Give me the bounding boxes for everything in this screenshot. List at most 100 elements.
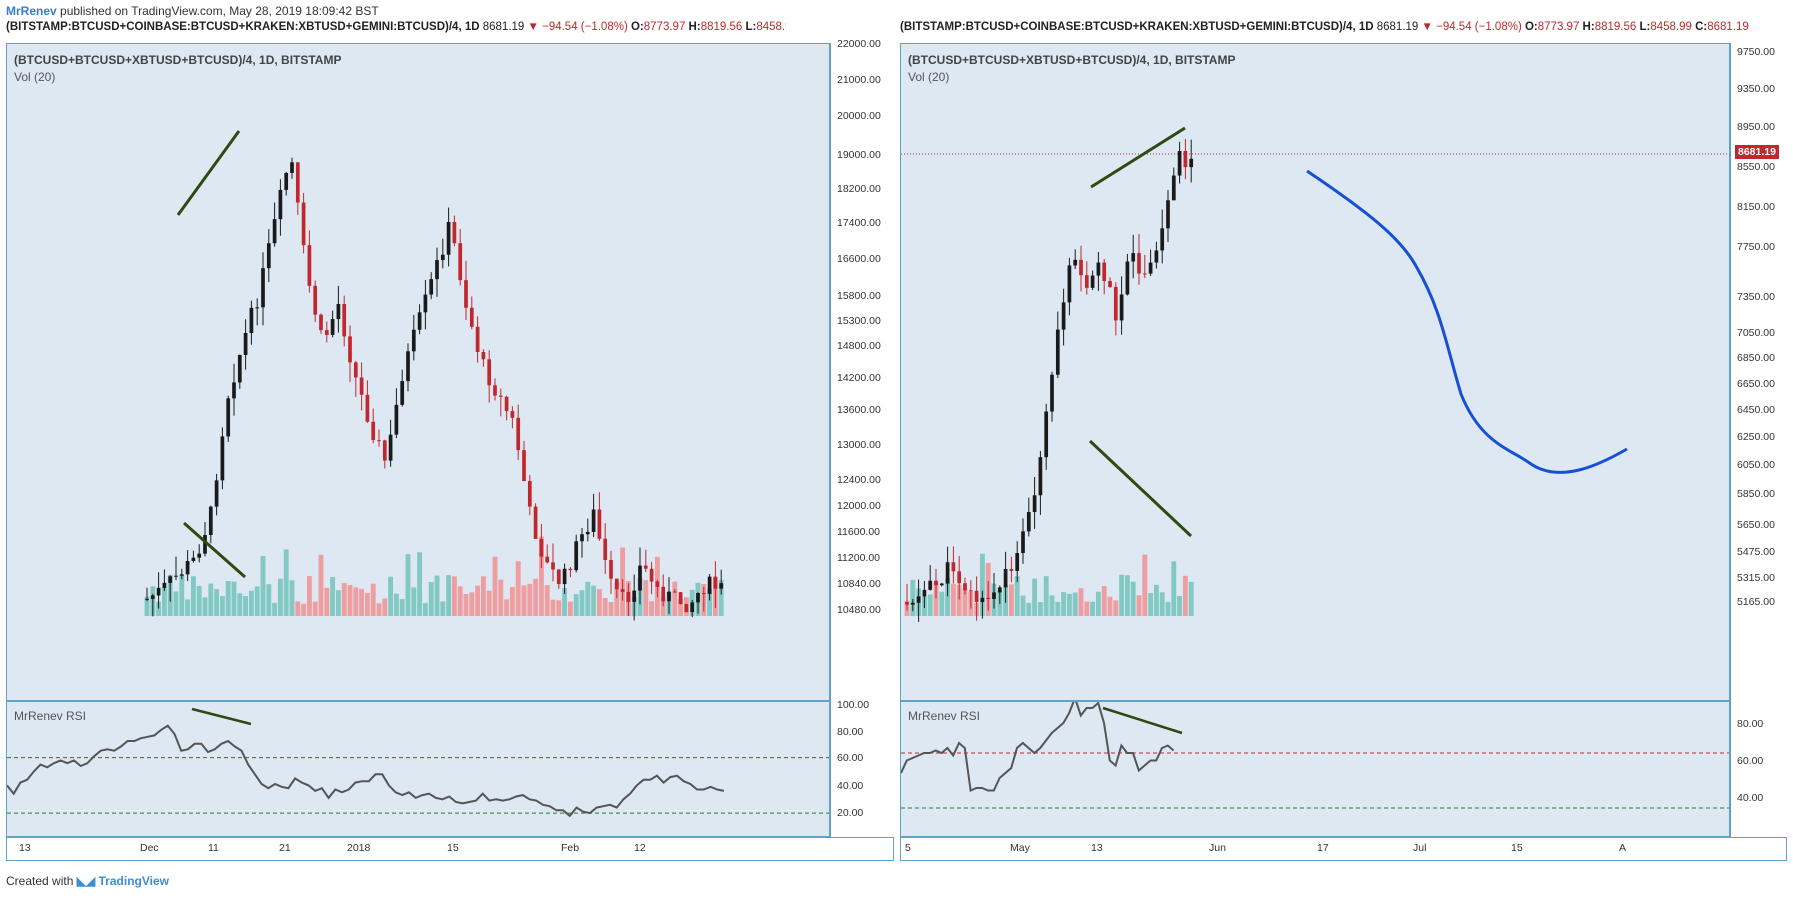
candle-body <box>1026 512 1031 532</box>
candle-body <box>394 404 399 435</box>
time-tick-label: 15 <box>1511 842 1523 854</box>
candle-body <box>481 352 486 360</box>
candle-body <box>406 351 410 382</box>
left-time-axis[interactable]: 13 Dec 11 21 2018 15 Feb 12 <box>6 837 894 861</box>
volume-bar <box>457 586 463 616</box>
candle-body <box>388 434 393 461</box>
volume-bar <box>266 584 272 616</box>
candle-body <box>1160 228 1165 251</box>
time-tick-label: A <box>1619 842 1627 854</box>
volume-bar <box>1084 601 1090 616</box>
volume-bar <box>219 596 225 616</box>
open-value: 8773.97 <box>643 21 686 33</box>
volume-bar <box>301 603 307 616</box>
rsi-tick-label: 40.00 <box>1737 792 1764 804</box>
right-rsi-label: MrRenev RSI <box>908 709 981 723</box>
last-price: 8681.19 <box>1376 21 1419 33</box>
price-tick-label: 10840.00 <box>837 578 881 590</box>
volume-bar <box>550 599 556 616</box>
low-label: L: <box>745 21 757 33</box>
candle-body <box>208 506 213 536</box>
volume-bar <box>515 561 521 616</box>
volume-bar <box>521 585 527 616</box>
volume-bar <box>272 602 278 616</box>
candle-body <box>1044 411 1049 458</box>
low-value: 8458.99 <box>1650 21 1692 33</box>
candle-body <box>458 243 463 281</box>
right-price-axis[interactable]: 9750.00 9350.00 8950.00 8550.00 8150.00 7750.… <box>1730 43 1787 701</box>
volume-bar <box>567 601 573 616</box>
time-tick-label: 12 <box>634 842 646 854</box>
candle-body <box>580 534 584 542</box>
candle-body <box>475 326 480 353</box>
time-tick-label: Jun <box>1209 842 1226 854</box>
candle-body <box>353 362 358 378</box>
candle-body <box>324 330 329 335</box>
volume-bar <box>411 587 417 616</box>
tradingview-logo-icon[interactable]: ◣◢ TradingView <box>76 874 169 888</box>
volume-bar <box>498 579 504 616</box>
volume-bar <box>405 554 411 616</box>
price-tick-label: 20000.00 <box>837 110 881 122</box>
rsi-divergence-line <box>191 707 252 726</box>
volume-bar <box>364 592 370 616</box>
candle-body <box>516 417 521 451</box>
price-tick-label: 7750.00 <box>1737 241 1775 253</box>
volume-bar <box>428 582 434 616</box>
volume-bar <box>527 583 533 616</box>
candle-body <box>609 559 613 579</box>
volume-bar <box>231 581 237 616</box>
volume-bar <box>1113 600 1119 616</box>
pane-title-text: (BTCUSD+BTCUSD+XBTUSD+BTCUSD)/4, 1D, BIT… <box>14 53 342 67</box>
candle-body <box>1055 329 1060 375</box>
right-chart[interactable]: (BTCUSD+BTCUSD+XBTUSD+BTCUSD)/4, 1D, BIT… <box>900 43 1787 861</box>
candle-body <box>1189 158 1194 168</box>
volume-bar <box>579 590 585 616</box>
candle-body <box>963 583 967 591</box>
candle-body <box>330 319 335 335</box>
volume-bar <box>440 601 446 616</box>
candle-body <box>713 576 718 589</box>
volume-bar <box>1078 588 1084 616</box>
right-time-axis[interactable]: 5 May 13 Jun 17 Jul 15 A <box>900 837 1787 861</box>
right-rsi-pane[interactable]: MrRenev RSI <box>900 701 1730 837</box>
high-label: H: <box>688 21 701 33</box>
rsi-tick-label: 60.00 <box>837 752 864 764</box>
right-rsi-axis[interactable]: 80.00 60.00 40.00 <box>1730 701 1787 837</box>
left-rsi-pane[interactable]: MrRenev RSI <box>6 701 830 837</box>
time-tick-label: 17 <box>1317 842 1329 854</box>
candle-body <box>1079 259 1083 276</box>
volume-bar <box>562 588 568 616</box>
left-rsi-axis[interactable]: 100.00 80.00 60.00 40.00 20.00 <box>830 699 894 837</box>
candle-body <box>266 243 271 269</box>
time-tick-label: 2018 <box>347 842 371 854</box>
price-tick-label: 12000.00 <box>837 500 881 512</box>
candle-body <box>313 285 318 315</box>
right-price-pane[interactable]: (BTCUSD+BTCUSD+XBTUSD+BTCUSD)/4, 1D, BIT… <box>900 43 1730 701</box>
price-change: ▼ −94.54 (−1.08%) <box>527 21 628 33</box>
left-chart[interactable]: (BTCUSD+BTCUSD+XBTUSD+BTCUSD)/4, 1D, BIT… <box>6 38 894 861</box>
left-price-pane[interactable]: (BTCUSD+BTCUSD+XBTUSD+BTCUSD)/4, 1D, BIT… <box>6 43 830 701</box>
last-price: 8681.19 <box>482 21 525 33</box>
price-tick-label: 18200.00 <box>837 183 881 195</box>
candle-body <box>620 589 625 592</box>
candle-body <box>150 595 155 599</box>
price-tick-label: 9750.00 <box>1737 46 1775 58</box>
right-pane-title: (BTCUSD+BTCUSD+XBTUSD+BTCUSD)/4, 1D, BIT… <box>908 53 1235 67</box>
rsi-tick-label: 100.00 <box>837 699 870 711</box>
volume-bar <box>1037 602 1043 616</box>
volume-bar <box>538 536 544 616</box>
left-price-axis[interactable]: 22000.00 21000.00 20000.00 19000.00 18200.00… <box>830 38 894 701</box>
volume-bar <box>353 587 359 616</box>
rsi-line <box>901 702 1175 792</box>
candle-body <box>336 303 341 320</box>
price-tick-label: 6850.00 <box>1737 352 1775 364</box>
candle-body <box>272 219 277 244</box>
candle-body <box>556 569 561 585</box>
volume-bar <box>1130 581 1136 616</box>
time-tick-label: 15 <box>447 842 459 854</box>
volume-bar <box>1188 581 1194 616</box>
left-price-plot <box>144 130 724 621</box>
volume-bar <box>208 583 214 616</box>
author-name[interactable]: MrRenev <box>6 4 57 18</box>
